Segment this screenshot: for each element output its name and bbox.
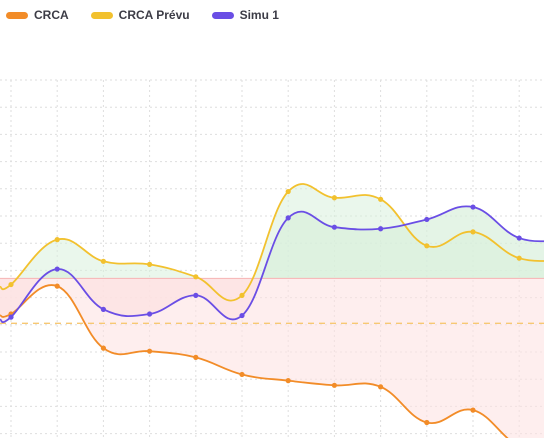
data-point-crca-8 — [378, 384, 384, 390]
data-point-simu-1-8 — [378, 226, 384, 232]
series-line-crca-pr-vu — [0, 183, 544, 302]
legend-swatch-crca — [6, 11, 28, 19]
data-point-crca-10 — [470, 407, 476, 413]
data-point-crca-6 — [285, 378, 291, 384]
data-point-simu-1-11 — [516, 235, 522, 241]
legend-label-crca-prevu: CRCA Prévu — [118, 8, 190, 22]
data-point-crca-4 — [193, 354, 199, 360]
data-point-crca-pr-vu-5 — [239, 292, 245, 298]
data-point-crca-pr-vu-0 — [8, 281, 14, 288]
data-point-simu-1-4 — [193, 292, 199, 298]
legend-label-crca: CRCA — [34, 8, 69, 22]
data-point-crca-2 — [100, 345, 106, 351]
data-point-crca-pr-vu-9 — [424, 243, 430, 249]
legend-swatch-crca-prevu — [90, 11, 113, 19]
data-point-simu-1-5 — [239, 312, 245, 319]
data-point-crca-1 — [54, 283, 60, 289]
data-point-crca-pr-vu-6 — [285, 188, 291, 195]
data-point-crca-pr-vu-4 — [193, 274, 199, 280]
data-point-crca-3 — [147, 348, 153, 354]
data-point-simu-1-2 — [100, 306, 106, 312]
data-point-crca-pr-vu-11 — [516, 255, 522, 261]
chart-legend: CRCA CRCA Prévu Simu 1 — [6, 6, 301, 24]
data-point-simu-1-0 — [8, 314, 14, 320]
legend-item-simu-1[interactable]: Simu 1 — [211, 8, 279, 22]
data-point-crca-pr-vu-8 — [378, 196, 384, 202]
data-point-simu-1-9 — [424, 216, 430, 223]
data-point-simu-1-7 — [331, 224, 337, 230]
data-point-simu-1-6 — [285, 215, 291, 221]
data-point-crca-pr-vu-10 — [470, 229, 476, 235]
data-point-crca-pr-vu-3 — [147, 261, 153, 267]
legend-label-simu-1: Simu 1 — [239, 8, 279, 22]
data-point-crca-pr-vu-2 — [100, 258, 106, 264]
data-point-crca-9 — [424, 419, 430, 426]
data-point-crca-5 — [239, 371, 245, 378]
data-point-crca-pr-vu-7 — [331, 195, 337, 201]
series-line-simu-1 — [0, 205, 544, 324]
legend-item-crca[interactable]: CRCA — [6, 8, 69, 22]
data-point-crca-pr-vu-1 — [54, 237, 60, 243]
area-fill-below-crca — [0, 278, 544, 438]
data-point-simu-1-10 — [470, 204, 476, 210]
data-point-simu-1-1 — [54, 266, 60, 272]
data-point-simu-1-3 — [147, 311, 153, 317]
legend-swatch-simu-1 — [211, 11, 234, 19]
legend-item-crca-prevu[interactable]: CRCA Prévu — [90, 8, 190, 22]
data-point-crca-7 — [331, 382, 337, 388]
